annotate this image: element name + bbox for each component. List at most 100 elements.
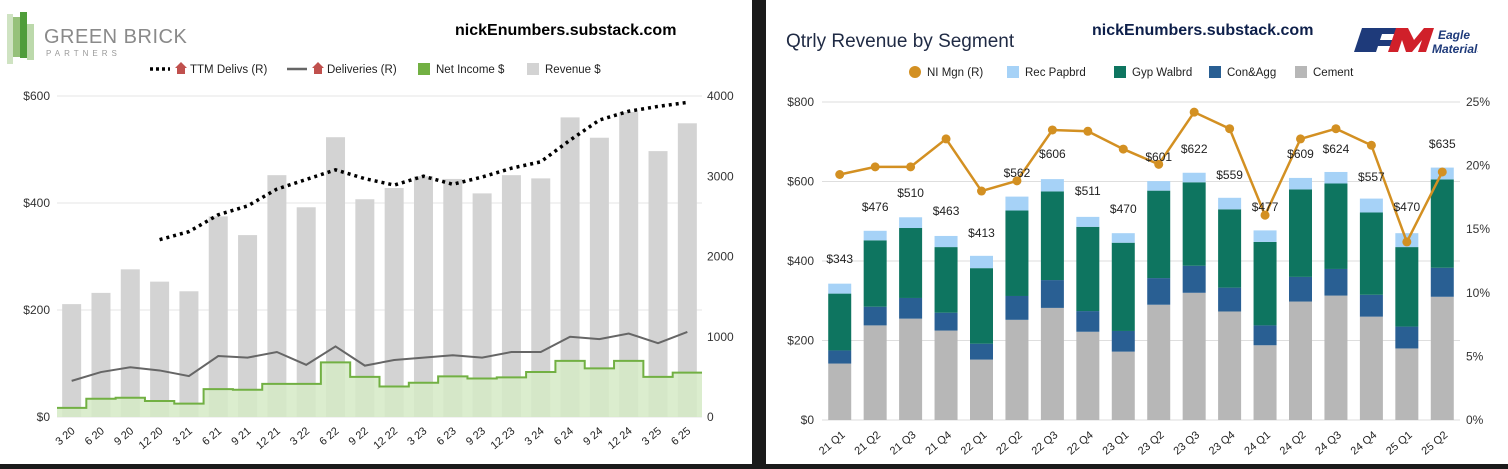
con-agg-bar-segment xyxy=(934,312,958,331)
gyp-walbrd-bar-segment xyxy=(899,228,923,298)
con-agg-bar-segment xyxy=(828,350,852,364)
y-tick-left: $200 xyxy=(787,334,814,348)
gyp-walbrd-bar-segment xyxy=(1218,209,1242,288)
legend-label: Rec Papbrd xyxy=(1025,67,1086,79)
legend-swatch xyxy=(527,63,539,75)
site-label-left: nickEnumbers.substack.com xyxy=(455,22,677,39)
ni-margin-point xyxy=(1189,107,1199,117)
cement-bar-segment xyxy=(828,363,852,420)
x-tick-label: 6 22 xyxy=(317,425,341,448)
revenue-bar xyxy=(443,178,463,417)
rec-papbrd-bar-segment xyxy=(1359,198,1383,213)
cement-bar-segment xyxy=(1253,345,1277,420)
rec-papbrd-bar-segment xyxy=(1289,177,1312,190)
x-tick-label: 21 Q3 xyxy=(888,429,919,457)
con-agg-bar-segment xyxy=(1005,295,1029,320)
x-tick-label: 12 20 xyxy=(137,425,166,452)
ni-margin-point xyxy=(1296,134,1305,144)
x-tick-label: 9 24 xyxy=(581,425,605,448)
ni-margin-point xyxy=(1331,124,1341,134)
net-income-line xyxy=(57,359,702,409)
green-brick-logo-text: GREEN BRICK xyxy=(44,26,188,48)
ni-margin-point xyxy=(1154,159,1164,169)
legend-swatch xyxy=(1007,66,1019,78)
revenue-bar xyxy=(619,112,639,418)
revenue-bar xyxy=(150,281,170,417)
net-income-area xyxy=(57,360,702,417)
legend-label: NI Mgn (R) xyxy=(927,67,983,79)
x-tick-label: 12 24 xyxy=(606,425,635,452)
legend-label: Cement xyxy=(1313,67,1354,79)
y-tick-right: 5% xyxy=(1466,349,1484,363)
legend-label: TTM Delivs (R) xyxy=(190,64,267,76)
cement-bar-segment xyxy=(1218,311,1242,420)
y-tick-right: 25% xyxy=(1466,95,1490,109)
x-tick-label: 23 Q4 xyxy=(1207,429,1238,457)
total-revenue-label: $476 xyxy=(862,200,889,214)
gyp-walbrd-bar-segment xyxy=(1111,242,1135,331)
rec-papbrd-bar-segment xyxy=(1076,216,1100,227)
gyp-walbrd-bar-segment xyxy=(1395,247,1419,327)
revenue-bar xyxy=(472,193,492,417)
y-tick-left: $400 xyxy=(787,254,814,268)
green-brick-logo-mark xyxy=(7,12,34,64)
x-tick-label: 9 22 xyxy=(347,425,371,448)
ni-margin-point xyxy=(1083,126,1093,136)
cement-bar-segment xyxy=(934,330,958,420)
x-tick-label: 21 Q1 xyxy=(817,429,848,457)
y-tick-left: $0 xyxy=(37,410,51,424)
revenue-bar xyxy=(238,235,258,417)
cement-bar-segment xyxy=(1430,296,1454,420)
gyp-walbrd-bar-segment xyxy=(1147,190,1171,279)
con-agg-bar-segment xyxy=(1040,280,1064,308)
ni-margin-point xyxy=(977,186,986,196)
legend-swatch xyxy=(1114,66,1126,78)
x-tick-label: 6 25 xyxy=(669,425,693,448)
eagle-materials-chart: $0 $200 $400 $600 $800 0% 5% 10% 15% 20% 25% $343 $4… xyxy=(787,66,1490,458)
y-tick-right: 4000 xyxy=(707,89,734,103)
revenue-bar xyxy=(648,151,668,418)
x-tick-label: 25 Q1 xyxy=(1384,429,1415,457)
ttm-deliveries-line xyxy=(159,100,688,242)
cement-bar-segment xyxy=(1040,307,1064,420)
x-tick-label: 23 Q3 xyxy=(1171,429,1202,457)
legend-label: Revenue $ xyxy=(545,64,601,76)
revenue-bar xyxy=(326,137,346,417)
y-tick-right: 0% xyxy=(1466,413,1484,427)
revenue-bar xyxy=(120,269,140,417)
total-revenue-label: $624 xyxy=(1323,142,1350,156)
x-tick-label: 25 Q2 xyxy=(1420,429,1451,457)
deliveries-line xyxy=(71,331,688,382)
rec-papbrd-bar-segment xyxy=(1324,171,1348,184)
x-tick-label: 3 20 xyxy=(53,425,77,448)
revenue-bar xyxy=(267,175,287,417)
x-tick-label: 23 Q1 xyxy=(1101,429,1132,457)
y-tick-right: 10% xyxy=(1466,286,1490,300)
rec-papbrd-bar-segment xyxy=(1040,179,1064,192)
total-revenue-label: $601 xyxy=(1145,150,1172,164)
chart-title-right: Qtrly Revenue by Segment xyxy=(786,31,1015,52)
ni-margin-point xyxy=(870,162,880,172)
total-revenue-label: $562 xyxy=(1004,166,1031,180)
rec-papbrd-bar-segment xyxy=(1147,181,1171,191)
y-tick-left: $600 xyxy=(787,175,814,189)
ni-margin-point xyxy=(835,170,845,180)
legend-label: Deliveries (R) xyxy=(327,64,397,76)
con-agg-bar-segment xyxy=(899,297,923,319)
revenue-bar xyxy=(677,123,697,417)
total-revenue-label: $609 xyxy=(1287,147,1314,161)
x-tick-label: 12 21 xyxy=(254,425,283,452)
y-tick-right: 20% xyxy=(1466,159,1490,173)
gyp-walbrd-bar-segment xyxy=(1182,182,1206,266)
y-tick-right: 3000 xyxy=(707,169,734,183)
gyp-walbrd-bar-segment xyxy=(934,247,958,313)
house-icon xyxy=(312,62,324,74)
revenue-bar xyxy=(62,304,82,417)
revenue-bar xyxy=(531,178,551,417)
revenue-bar xyxy=(413,176,433,417)
rec-papbrd-bar-segment xyxy=(1111,233,1135,243)
total-revenue-label: $463 xyxy=(933,204,960,218)
con-agg-bar-segment xyxy=(1147,278,1171,305)
revenue-bar xyxy=(179,291,199,417)
cement-bar-segment xyxy=(863,325,887,420)
